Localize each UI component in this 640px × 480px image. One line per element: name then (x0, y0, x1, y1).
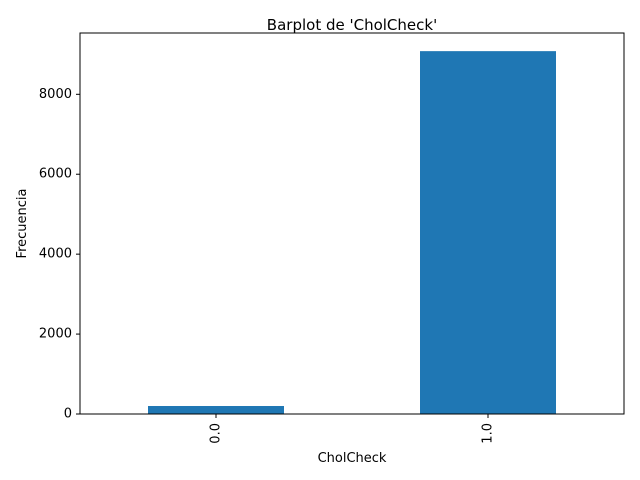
plot-frame (79, 32, 625, 415)
y-tick-label-2000: 2000 (39, 327, 72, 342)
bar-0.0 (148, 406, 284, 414)
y-tick-label-4000: 4000 (39, 247, 72, 262)
y-tick-label-0: 0 (64, 407, 72, 422)
y-tick-label-8000: 8000 (39, 87, 72, 102)
y-axis-ticks: 0 2000 4000 6000 8000 (39, 87, 80, 422)
x-tick-label-1.0: 1.0 (481, 423, 496, 444)
x-tick-label-0.0: 0.0 (209, 423, 224, 444)
y-tick-label-6000: 6000 (39, 167, 72, 182)
chart-title: Barplot de 'CholCheck' (267, 16, 437, 34)
bar-1.0 (420, 51, 556, 415)
x-axis-label: CholCheck (318, 451, 387, 466)
x-axis-ticks: 0.0 1.0 (209, 414, 496, 444)
y-axis-label: Frecuencia (15, 189, 30, 259)
bars-group (148, 51, 556, 415)
